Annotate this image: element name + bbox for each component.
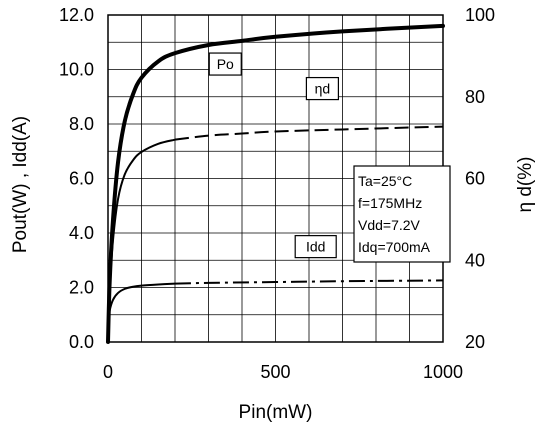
y-right-tick-label: 20 [465, 332, 485, 352]
tick-labels: 0 500 1000 0.0 2.0 4.0 6.0 8.0 10.0 12.0 20 40 60 80 1… [59, 5, 495, 382]
series-line-idd-dashed [174, 279, 444, 285]
x-axis-label: Pin(mW) [239, 402, 313, 423]
annotation-box [305, 76, 339, 101]
y-right-tick-label: 40 [465, 250, 485, 270]
annotation-box [208, 52, 242, 76]
y-right-tick-label: 60 [465, 169, 485, 189]
annotation-label: Po [217, 56, 234, 72]
annotation-label: ηd [315, 81, 331, 97]
condition-line: f=175MHz [358, 195, 422, 211]
annotation-label: Idd [306, 239, 325, 255]
annotation-box [294, 235, 337, 259]
series-line-po [106, 23, 445, 344]
y-right-tick-label: 80 [465, 87, 485, 107]
y-left-tick-label: 10.0 [59, 60, 94, 80]
y-left-tick-label: 6.0 [69, 169, 94, 189]
grid [108, 15, 443, 342]
y-left-tick-label: 0.0 [69, 332, 94, 352]
series-line-eta-d-dashed [174, 125, 444, 141]
conditions-frame [353, 165, 451, 263]
series-line-eta-d-solid [107, 138, 176, 343]
y-left-tick-label: 12.0 [59, 5, 94, 25]
condition-line: Ta=25°C [358, 173, 412, 189]
y-axis-left-label: Pout(W) , Idd(A) [10, 116, 31, 253]
x-tick-label: 0 [103, 362, 113, 382]
condition-line: Idq=700mA [358, 239, 431, 255]
condition-line: Vdd=7.2V [358, 217, 421, 233]
series-layer [106, 23, 445, 344]
conditions-box: Ta=25°C f=175MHz Vdd=7.2V Idq=700mA [353, 165, 451, 263]
y-left-tick-label: 4.0 [69, 223, 94, 243]
x-tick-label: 500 [260, 362, 290, 382]
series-line-idd-solid [107, 282, 176, 326]
annotations-layer: Po ηd Idd [208, 52, 339, 259]
y-right-tick-label: 100 [465, 5, 495, 25]
y-axis-right-label: η d(%) [515, 157, 536, 213]
x-tick-label: 1000 [423, 362, 463, 382]
y-left-tick-label: 2.0 [69, 278, 94, 298]
y-left-tick-label: 8.0 [69, 114, 94, 134]
